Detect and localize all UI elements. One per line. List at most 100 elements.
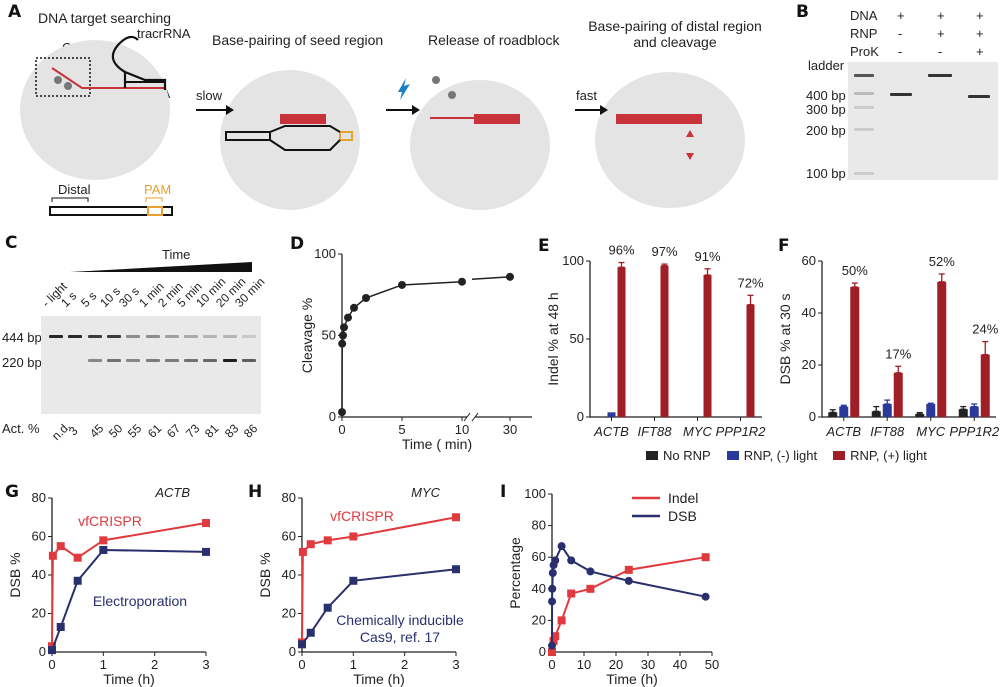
data-point [56, 542, 65, 551]
y-tick-label: 80 [32, 490, 46, 505]
data-point [586, 567, 595, 576]
data-point [298, 547, 307, 556]
panel-label-f: F [778, 236, 790, 256]
marker-400bp: 400 bp [806, 88, 846, 103]
band-220 [203, 359, 218, 362]
x-tick-label: 0 [298, 657, 305, 672]
x-tick-label: 30 [641, 657, 655, 672]
data-point [306, 540, 315, 549]
panel-a-diagram [20, 35, 745, 216]
chart-title: MYC [411, 485, 441, 500]
bar [958, 409, 968, 417]
step-title-distal: Base-pairing of distal region and cleava… [570, 18, 780, 50]
ladder-band [854, 92, 874, 95]
bar [937, 281, 947, 417]
x-tick-label: 30 [503, 422, 517, 437]
bar [893, 372, 903, 417]
panel-label-e: E [538, 236, 550, 256]
bar-annotation: 97% [651, 244, 677, 259]
legend-label: RNP, (+) light [850, 448, 927, 463]
y-tick-label: 100 [314, 246, 336, 261]
data-point [452, 513, 460, 522]
x-tick-label: 10 [455, 422, 469, 437]
x-tick-label: PPP1R2 [949, 424, 1000, 439]
y-tick-label: 50 [322, 328, 336, 343]
arrow-light-head [412, 105, 420, 115]
x-tick-label: 5 [398, 422, 405, 437]
data-point [567, 589, 576, 598]
pam-icon [147, 206, 163, 216]
activity-label: Act. % [2, 421, 40, 436]
bar [839, 406, 849, 417]
step-title-seed: Base-pairing of seed region [212, 32, 384, 48]
dna-duplex [225, 131, 271, 141]
y-tick-label: 60 [532, 549, 546, 564]
band-444 [222, 335, 237, 338]
arrow-fast-head [600, 105, 608, 115]
gel-image-c [41, 316, 261, 414]
cut-marker-icon [686, 130, 694, 137]
lane1-band [890, 93, 912, 96]
legend-swatch [646, 451, 658, 460]
seed-duplex [280, 114, 326, 124]
marker-300bp: 300 bp [806, 102, 846, 117]
bar-annotation: 96% [608, 243, 634, 258]
data-point [202, 519, 210, 528]
axis-break-mark [471, 412, 479, 422]
data-point [338, 339, 347, 348]
data-point [73, 553, 82, 562]
y-tick-label: 40 [802, 305, 816, 320]
data-point [506, 272, 514, 281]
data-point [557, 542, 566, 551]
data-point [306, 628, 315, 637]
tracrrna-label: tracrRNA [137, 26, 191, 41]
y-axis-label: DSB % at 30 s [777, 293, 793, 384]
data-point [458, 277, 466, 286]
data-point [548, 648, 556, 656]
band-label-444bp: 444 bp [2, 330, 42, 345]
released-cage-icon [432, 76, 440, 84]
x-tick-label: 3 [202, 657, 209, 672]
step-title-search: DNA target searching [38, 10, 172, 26]
band-220 [164, 359, 179, 362]
legend-label: Indel [668, 490, 698, 506]
band-220 [184, 359, 199, 362]
ladder-label: ladder [808, 58, 845, 73]
series-label: vfCRISPR [330, 508, 394, 524]
bar [828, 412, 838, 417]
y-tick-label: 20 [802, 357, 816, 372]
y-tick-label: 100 [524, 486, 546, 501]
data-point [202, 547, 210, 556]
axis-break-mark [463, 412, 471, 422]
time-label: Time [162, 247, 191, 262]
band-220 [87, 359, 102, 362]
cut-marker-icon [686, 153, 694, 160]
x-axis-label: Time ( min) [402, 436, 472, 452]
lane3-rnp: + [976, 26, 984, 41]
legend-swatch [726, 451, 739, 460]
series-line [51, 522, 207, 647]
y-tick-label: 40 [32, 567, 46, 582]
dna-bubble [269, 125, 341, 151]
fast-label: fast [576, 88, 597, 103]
band-220 [126, 359, 141, 362]
tracrrna-icon [111, 35, 167, 90]
lane2-band [928, 74, 952, 77]
y-tick-label: 100 [562, 253, 584, 268]
lane1-dna: + [897, 8, 905, 23]
x-axis-label: Time (h) [606, 671, 658, 687]
data-point [344, 313, 352, 322]
row-label-dna: DNA [850, 8, 878, 23]
bar [607, 412, 616, 417]
light-bolt-icon [398, 78, 410, 100]
lane1-rnp: - [898, 26, 903, 41]
panel-label-h: H [248, 482, 263, 502]
panel-label-g: G [5, 482, 19, 502]
x-tick-label: 0 [48, 657, 55, 672]
lane1-prok: - [898, 44, 903, 59]
y-tick-label: 0 [539, 644, 546, 659]
band-444 [68, 335, 83, 338]
data-point [48, 646, 56, 655]
lane3-band [968, 95, 990, 98]
distal-label: Distal [58, 182, 91, 197]
